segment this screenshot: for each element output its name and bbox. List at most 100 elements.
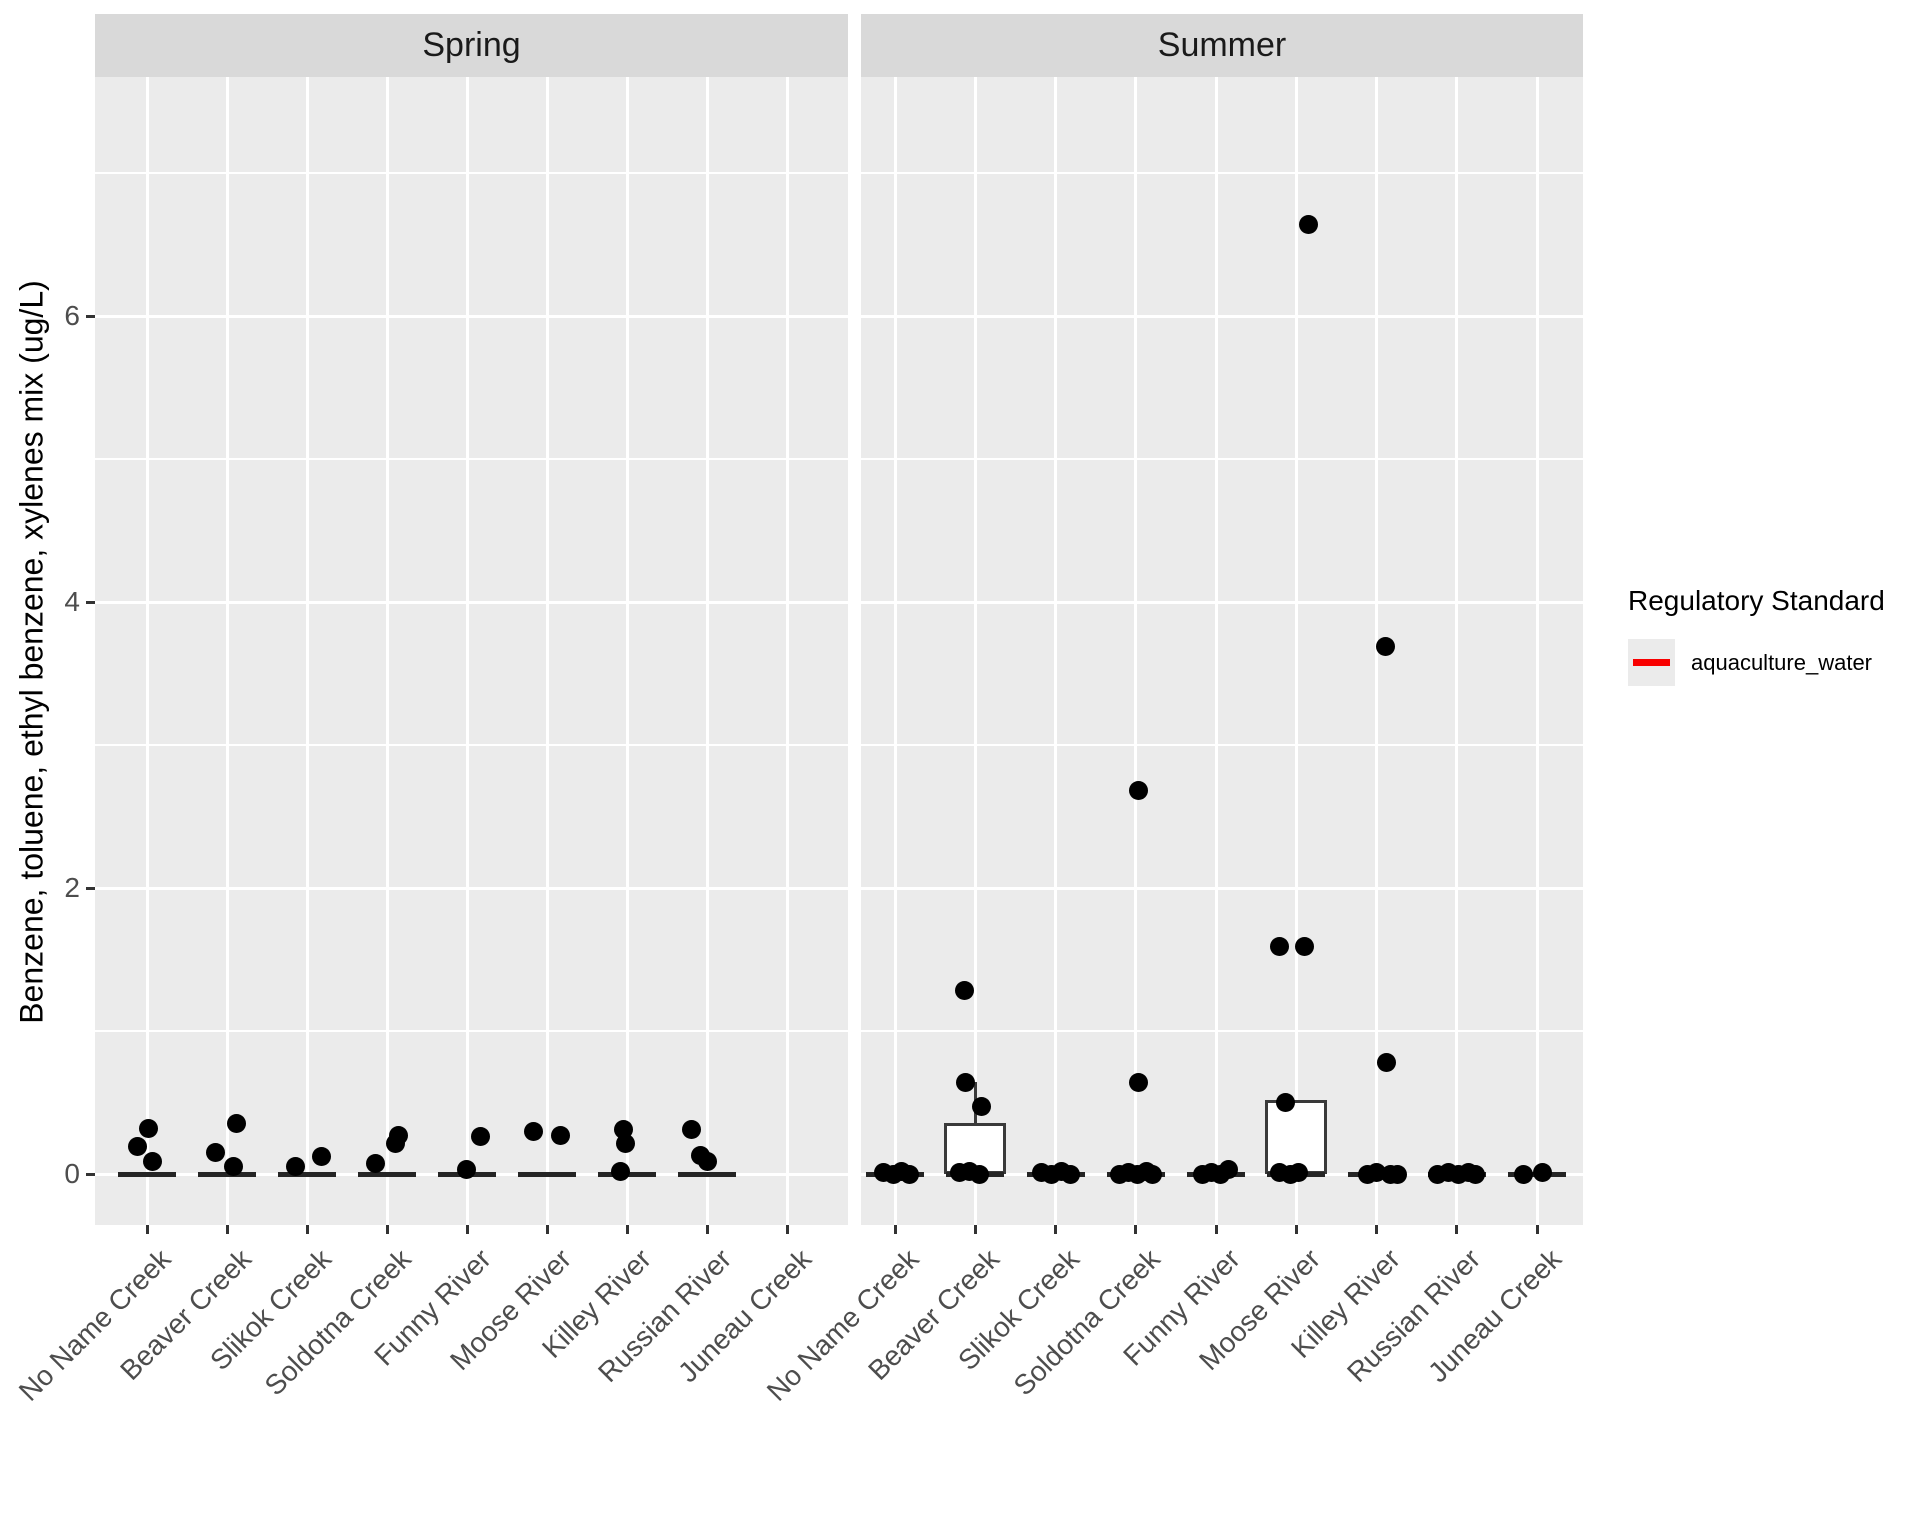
x-axis-tick xyxy=(1455,1225,1459,1234)
data-point xyxy=(1288,1163,1308,1183)
panel-summer xyxy=(861,77,1583,1225)
data-point xyxy=(127,1137,147,1157)
data-point xyxy=(523,1121,543,1141)
x-axis-tick xyxy=(785,1225,789,1234)
legend-key xyxy=(1628,639,1675,686)
gridline-major xyxy=(95,886,848,890)
x-axis-tick xyxy=(1214,1225,1218,1234)
gridline-minor xyxy=(95,458,848,460)
data-point xyxy=(142,1151,162,1171)
data-point xyxy=(615,1134,635,1154)
x-axis-tick xyxy=(1134,1225,1138,1234)
gridline-minor xyxy=(95,1030,848,1032)
median-line xyxy=(358,1171,416,1177)
y-axis-tick xyxy=(86,1172,95,1176)
data-point xyxy=(610,1161,630,1181)
data-point xyxy=(205,1143,225,1163)
y-tick-label: 2 xyxy=(64,872,80,903)
x-axis-tick xyxy=(1294,1225,1298,1234)
median-line xyxy=(118,1171,176,1177)
y-axis-title: Benzene, toluene, ethyl benzene, xylenes… xyxy=(13,280,50,1024)
median-line xyxy=(278,1171,336,1177)
gridline-major xyxy=(95,600,848,604)
x-axis-tick xyxy=(225,1225,229,1234)
data-point xyxy=(1269,937,1289,957)
x-axis-tick xyxy=(1535,1225,1539,1234)
x-axis-tick xyxy=(465,1225,469,1234)
data-point xyxy=(1129,781,1149,801)
data-point xyxy=(311,1147,331,1167)
x-axis-tick xyxy=(973,1225,977,1234)
gridline-vertical xyxy=(145,77,149,1225)
data-point xyxy=(954,981,974,1001)
x-axis-tick xyxy=(385,1225,389,1234)
data-point xyxy=(1466,1164,1486,1184)
gridline-vertical xyxy=(705,77,709,1225)
data-point xyxy=(1129,1072,1149,1092)
data-point xyxy=(681,1120,701,1140)
data-point xyxy=(1388,1164,1407,1184)
gridline-minor xyxy=(861,1030,1583,1032)
gridline-vertical xyxy=(893,77,897,1225)
data-point xyxy=(697,1151,717,1171)
y-axis-tick xyxy=(86,886,95,890)
gridline-vertical xyxy=(385,77,389,1225)
gridline-vertical xyxy=(1535,77,1539,1225)
data-point xyxy=(1513,1164,1533,1184)
legend-entry-label: aquaculture_water xyxy=(1691,649,1873,675)
gridline-vertical xyxy=(625,77,629,1225)
gridline-major xyxy=(861,600,1583,604)
x-axis-tick xyxy=(545,1225,549,1234)
data-point xyxy=(550,1125,570,1145)
gridline-minor xyxy=(861,172,1583,174)
data-point xyxy=(1294,937,1314,957)
data-point xyxy=(365,1154,385,1174)
gridline-vertical xyxy=(545,77,549,1225)
gridline-minor xyxy=(861,458,1583,460)
data-point xyxy=(138,1118,158,1138)
gridline-vertical xyxy=(1214,77,1218,1225)
x-axis-tick xyxy=(893,1225,897,1234)
facet-strip-label: Spring xyxy=(422,26,521,64)
gridline-vertical xyxy=(1054,77,1057,1225)
data-point xyxy=(1061,1164,1080,1184)
gridline-major xyxy=(861,314,1583,318)
gridline-vertical xyxy=(785,77,789,1225)
gridline-vertical xyxy=(1455,77,1459,1225)
gridline-minor xyxy=(95,172,848,174)
data-point xyxy=(285,1157,305,1177)
y-tick-label: 6 xyxy=(64,300,80,331)
data-point xyxy=(1376,636,1395,656)
regulatory-line-sample xyxy=(1633,659,1670,666)
legend-entry: aquaculture_water xyxy=(1628,639,1920,686)
data-point xyxy=(1275,1093,1295,1112)
data-point xyxy=(899,1164,919,1184)
gridline-major xyxy=(861,886,1583,890)
facet-strip-spring: Spring xyxy=(95,14,848,77)
data-point xyxy=(1377,1052,1396,1072)
median-line xyxy=(518,1171,576,1177)
data-point xyxy=(971,1097,991,1117)
data-point xyxy=(456,1160,476,1180)
x-axis-tick xyxy=(625,1225,629,1234)
gridline-vertical xyxy=(1294,77,1298,1225)
data-point xyxy=(1143,1164,1163,1184)
data-point xyxy=(1532,1163,1552,1183)
legend-title: Regulatory Standard xyxy=(1628,585,1885,616)
data-point xyxy=(613,1120,633,1140)
x-axis-tick xyxy=(145,1225,149,1234)
x-axis-tick xyxy=(705,1225,709,1234)
x-axis-tick xyxy=(305,1225,309,1234)
data-point xyxy=(1298,214,1318,234)
x-axis-tick xyxy=(1375,1225,1378,1234)
data-point xyxy=(388,1125,408,1145)
gridline-vertical xyxy=(305,77,309,1225)
x-axis-tick xyxy=(1054,1225,1057,1234)
data-point xyxy=(470,1127,490,1147)
facet-strip-summer: Summer xyxy=(861,14,1583,77)
gridline-vertical xyxy=(973,77,977,1225)
data-point xyxy=(955,1072,975,1092)
median-line xyxy=(678,1171,736,1177)
panel-spring xyxy=(95,77,848,1225)
gridline-minor xyxy=(95,744,848,746)
